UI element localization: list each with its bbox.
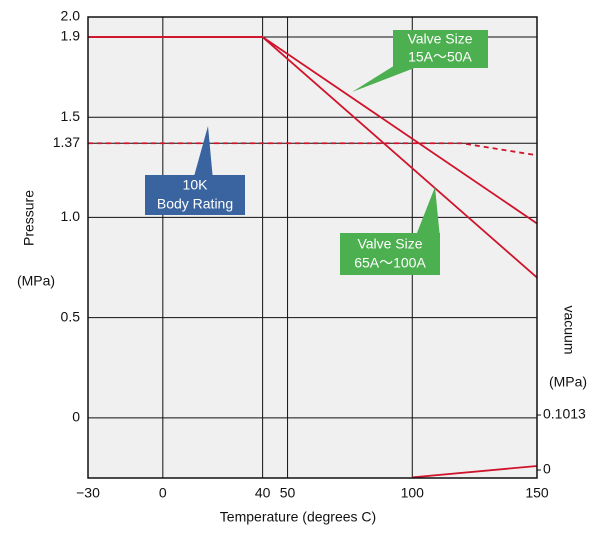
- y-tick-label: 1.37: [53, 134, 80, 150]
- y-tick-label: 2.0: [61, 8, 81, 24]
- x-tick-label: 150: [525, 485, 549, 501]
- y2-axis-title: vacuum: [561, 305, 577, 354]
- y-tick-label: 1.5: [61, 108, 81, 124]
- y-tick-label: 0.5: [61, 308, 81, 324]
- x-axis-title: Temperature (degrees C): [220, 509, 376, 525]
- series-line: [88, 36, 538, 279]
- y2-tick-label: 0: [543, 461, 551, 477]
- y-tick-label: 1.9: [61, 28, 81, 44]
- callout-pointer: [193, 126, 213, 180]
- series-line: [412, 465, 538, 479]
- plot-frame: [87, 16, 538, 479]
- y2-axis-unit: (MPa): [549, 374, 587, 390]
- y-axis-title: Pressure: [21, 190, 37, 246]
- plot-area: [88, 17, 537, 478]
- series-line: [88, 142, 538, 157]
- x-tick-label: 40: [255, 485, 271, 501]
- callout-box: [393, 30, 488, 68]
- callout-pointer: [415, 187, 440, 238]
- callout-text: Body Rating: [157, 196, 233, 212]
- y-tick-label: 0: [72, 409, 80, 425]
- x-tick-label: 0: [159, 485, 167, 501]
- y-axis-unit: (MPa): [17, 273, 55, 289]
- y2-tick-label: 0.1013: [543, 406, 586, 422]
- y-tick-label: 1.0: [61, 208, 81, 224]
- callout-text: 65A～100A: [354, 255, 426, 271]
- x-tick-label: 100: [401, 485, 425, 501]
- callout-text: 15A～50A: [408, 49, 472, 65]
- x-tick-label: −30: [76, 485, 100, 501]
- callout-text: 10K: [183, 177, 209, 193]
- callout-box: [340, 233, 440, 275]
- x-tick-label: 50: [280, 485, 296, 501]
- callout-text: Valve Size: [357, 236, 422, 252]
- callout-box: [145, 175, 245, 215]
- callout-text: Valve Size: [407, 31, 472, 47]
- callout-pointer: [352, 62, 430, 92]
- lines: [88, 36, 538, 479]
